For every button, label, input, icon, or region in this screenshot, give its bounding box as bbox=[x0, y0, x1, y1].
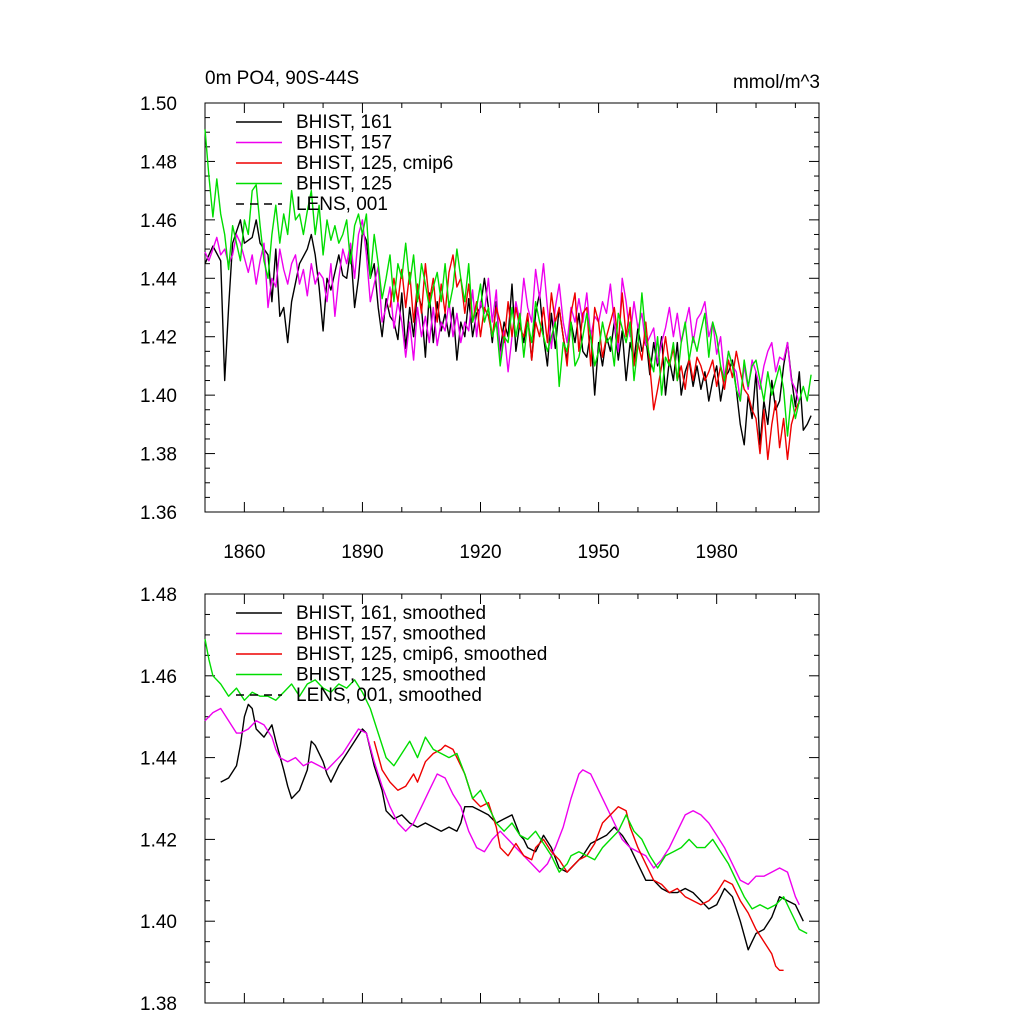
legend-label: BHIST, 161 bbox=[296, 112, 392, 133]
series-line-2 bbox=[373, 741, 784, 971]
legend-label: BHIST, 125 bbox=[296, 174, 392, 195]
panel-raw: 1.36 1.38 1.40 1.42 1.44 1.46 1.48 1.50 1860 1890… bbox=[140, 94, 820, 563]
x-tick-label: 1890 bbox=[341, 542, 383, 563]
series-line-0 bbox=[204, 219, 812, 446]
x-tick-label: 1950 bbox=[577, 542, 619, 563]
x-tick-label: 1980 bbox=[696, 542, 738, 563]
legend-label: LENS, 001, smoothed bbox=[296, 685, 482, 706]
y-tick-label: 1.36 bbox=[140, 503, 177, 524]
y-tick-label: 1.38 bbox=[140, 994, 177, 1015]
y-tick-label: 1.42 bbox=[140, 830, 177, 851]
series-line-2 bbox=[389, 254, 800, 461]
y-tick-label: 1.50 bbox=[140, 94, 177, 115]
y-tick-label: 1.40 bbox=[140, 386, 177, 407]
y-tick-label: 1.48 bbox=[140, 585, 177, 606]
legend-label: BHIST, 125, smoothed bbox=[296, 665, 486, 686]
legend-label: BHIST, 125, cmip6, smoothed bbox=[296, 644, 547, 665]
y-tick-label: 1.42 bbox=[140, 328, 177, 349]
series-line-3 bbox=[204, 129, 812, 437]
legend-label: BHIST, 157, smoothed bbox=[296, 624, 486, 645]
series-line-1 bbox=[204, 707, 800, 906]
y-tick-label: 1.40 bbox=[140, 912, 177, 933]
panel-smoothed: 1.38 1.40 1.42 1.44 1.46 1.48 BHIST, 161, smoo… bbox=[140, 585, 820, 1015]
legend-label: LENS, 001 bbox=[296, 194, 388, 215]
series-line-0 bbox=[220, 703, 804, 951]
legend-label: BHIST, 125, cmip6 bbox=[296, 153, 453, 174]
y-tick-label: 1.44 bbox=[140, 269, 177, 290]
y-tick-label: 1.46 bbox=[140, 667, 177, 688]
y-tick-label: 1.38 bbox=[140, 445, 177, 466]
series-line-3 bbox=[204, 638, 808, 935]
y-tick-label: 1.44 bbox=[140, 749, 177, 770]
y-tick-label: 1.46 bbox=[140, 211, 177, 232]
chart-title: 0m PO4, 90S-44S bbox=[205, 68, 359, 89]
legend-label: BHIST, 157 bbox=[296, 133, 392, 154]
y-tick-label: 1.48 bbox=[140, 152, 177, 173]
x-tick-label: 1860 bbox=[223, 542, 265, 563]
series-line-1 bbox=[204, 219, 800, 405]
legend-label: BHIST, 161, smoothed bbox=[296, 603, 486, 624]
x-tick-label: 1920 bbox=[459, 542, 501, 563]
units-label: mmol/m^3 bbox=[733, 72, 820, 93]
